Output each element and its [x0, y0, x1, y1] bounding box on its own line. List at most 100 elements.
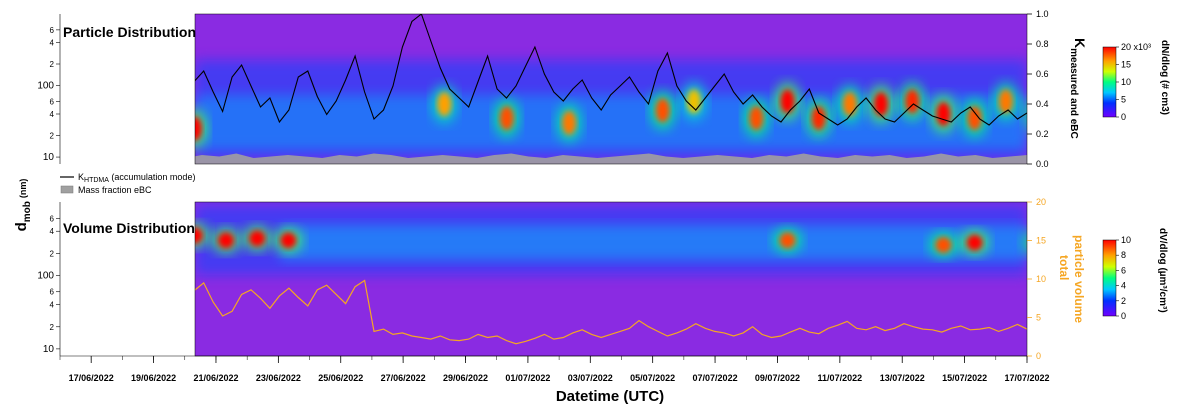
left-tick-label: 4	[50, 301, 55, 310]
x-tick-label: 13/07/2022	[880, 373, 925, 383]
left-tick-label: 6	[50, 26, 55, 35]
ebc-area-fill	[195, 153, 1027, 164]
x-tick-label: 21/06/2022	[193, 373, 238, 383]
hotspot	[217, 232, 234, 249]
hotspot	[966, 234, 983, 251]
hotspot	[562, 110, 577, 135]
left-tick-label: 100	[37, 81, 54, 92]
colorbar-tick-label: 4	[1121, 281, 1126, 291]
colorbar-tick-label: 0	[1121, 112, 1126, 122]
hotspot	[749, 106, 764, 131]
left-tick-label: 2	[50, 60, 55, 69]
y-label-sub: mob	[22, 201, 33, 222]
left-tick-label: 10	[43, 152, 55, 163]
x-tick-label: 17/07/2022	[1004, 373, 1049, 383]
hotspot	[905, 89, 920, 114]
bottom-right-axis-label-2: particle volume	[1072, 235, 1086, 323]
legend-k-suffix: (accumulation mode)	[109, 172, 196, 182]
x-tick-label: 15/07/2022	[942, 373, 987, 383]
bottom-panel: Volume Distribution 10 2 4 6 100 2 4 6 0 5 10 15 20	[37, 197, 1046, 361]
hotspot-halo	[1022, 233, 1027, 252]
x-tick-label: 17/06/2022	[69, 373, 114, 383]
left-tick-label: 6	[50, 97, 55, 106]
hotspot	[686, 89, 701, 114]
top-right-axis: 0.0 0.2 0.4 0.6 0.8 1.0	[1027, 9, 1049, 169]
right-tick-label: 0	[1036, 351, 1041, 361]
x-tick-label: 19/06/2022	[131, 373, 176, 383]
bottom-heatmap	[195, 205, 1027, 345]
bottom-hotspots	[195, 222, 1027, 258]
legend: KHTDMA (accumulation mode) Mass fraction…	[60, 172, 195, 195]
svg-text:dmob(nm): dmob (nm)	[13, 179, 33, 232]
right-tick-label: 15	[1036, 236, 1046, 246]
top-left-axis: 10 2 4 6 100 2 4 6	[37, 14, 61, 164]
k-label-main: K	[1072, 38, 1088, 48]
k-htdma-line	[195, 14, 1027, 126]
volume-label-line1: total	[1057, 255, 1071, 280]
hotspot	[935, 236, 952, 253]
colorbar-tick-label: 10	[1121, 235, 1131, 245]
top-colorbar: 0 5 10 15 20 x10³ dN/dlog (# cm3)	[1102, 40, 1170, 122]
top-colorbar-label: dN/dlog (# cm3)	[1159, 40, 1170, 115]
right-tick-label: 20	[1036, 197, 1046, 207]
colorbar-tick-label: 15	[1121, 60, 1131, 70]
y-label-main: d	[13, 222, 30, 231]
left-tick-label: 4	[50, 38, 55, 47]
hotspot	[249, 230, 266, 247]
legend-k-label: K	[78, 172, 84, 182]
x-tick-label: 27/06/2022	[381, 373, 426, 383]
left-tick-label: 6	[50, 214, 55, 223]
colorbar-tick-label: 2	[1121, 296, 1126, 306]
hotspot	[811, 106, 826, 131]
left-tick-label: 2	[50, 323, 55, 332]
colorbar-tick-label: 6	[1121, 265, 1126, 275]
x-tick-label: 25/06/2022	[318, 373, 363, 383]
bottom-left-axis: 10 2 4 6 100 2 4 6	[37, 202, 61, 356]
bottom-right-axis-label: total	[1057, 255, 1071, 280]
top-colorbar-ticks: 0 5 10 15 20 x10³	[1116, 42, 1151, 122]
left-tick-label: 100	[37, 270, 54, 281]
right-tick-label: 0.4	[1036, 99, 1049, 109]
volume-line	[195, 279, 1027, 345]
top-panel: Particle Distribution 10 2 4 6 100 2 4 6 0.0 0.2…	[37, 9, 1049, 169]
legend-ebc-label: Mass fraction eBC	[78, 185, 152, 195]
x-tick-label: 07/07/2022	[693, 373, 738, 383]
x-tick-label: 01/07/2022	[505, 373, 550, 383]
hotspot	[936, 102, 951, 126]
colorbar-tick-label: 10	[1121, 77, 1131, 87]
hotspot	[998, 89, 1013, 114]
x-tick-label: 23/06/2022	[256, 373, 301, 383]
left-tick-label: 6	[50, 288, 55, 297]
hotspot	[874, 92, 889, 117]
x-tick-label: 05/07/2022	[630, 373, 675, 383]
bottom-band-cyan	[280, 225, 1027, 260]
x-tick-label: 29/06/2022	[443, 373, 488, 383]
bottom-colorbar-label-group: dV/dlog (µm³/cm³)	[1157, 228, 1168, 313]
top-frame	[194, 13, 1028, 165]
right-tick-label: 0.6	[1036, 69, 1049, 79]
hotspot	[842, 92, 857, 117]
svg-text:Kmeasured and eBC: Kmeasured and eBC	[1068, 38, 1088, 139]
right-tick-label: 5	[1036, 313, 1041, 323]
ebc-area	[195, 153, 1027, 164]
y-axis-label: dmob (nm)	[13, 179, 33, 232]
right-tick-label: 0.8	[1036, 39, 1049, 49]
x-tick-label: 03/07/2022	[568, 373, 613, 383]
left-tick-label: 4	[50, 227, 55, 236]
x-tick-label: 09/07/2022	[755, 373, 800, 383]
right-tick-label: 1.0	[1036, 9, 1049, 19]
top-heatmap	[195, 14, 1027, 164]
top-colorbar-gradient	[1102, 46, 1117, 118]
bottom-right-axis: 0 5 10 15 20	[1027, 197, 1046, 361]
bottom-colorbar-label: dV/dlog (µm³/cm³)	[1157, 228, 1168, 313]
bottom-colorbar-gradient	[1102, 239, 1117, 317]
top-title: Particle Distribution	[63, 24, 196, 40]
bottom-colorbar: 0 2 4 6 8 10 dV/dlog (µm³/cm³)	[1102, 228, 1168, 321]
hotspot	[195, 116, 202, 141]
hotspot	[499, 106, 514, 131]
left-tick-label: 2	[50, 132, 55, 141]
hotspot	[780, 89, 795, 114]
colorbar-tick-label: 5	[1121, 95, 1126, 105]
